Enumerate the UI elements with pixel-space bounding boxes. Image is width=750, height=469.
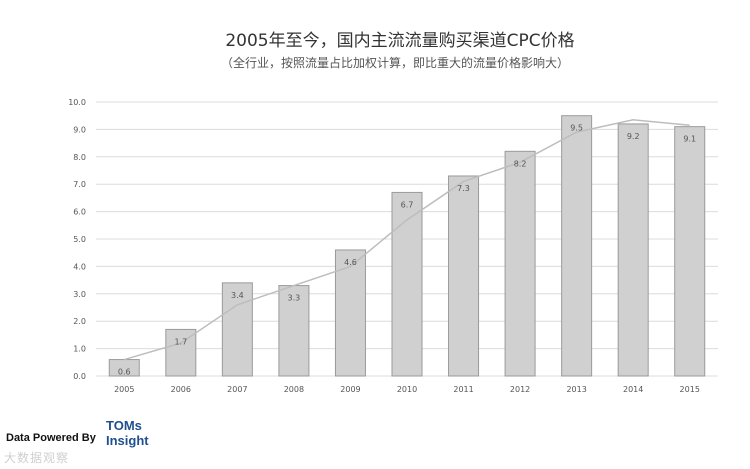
x-tick-label: 2014 [623,385,643,394]
x-tick-label: 2011 [453,385,473,394]
brand-line-2: Insight [106,433,149,448]
data-label: 1.7 [174,337,187,346]
data-powered-by-label: Data Powered By [6,432,96,444]
y-tick-label: 1.0 [73,345,86,354]
x-tick-label: 2013 [566,385,586,394]
x-tick-label: 2010 [397,385,417,394]
bar [674,126,706,377]
data-label: 7.3 [457,184,470,193]
x-tick-label: 2005 [114,385,134,394]
brand-line-1: TOMs [106,418,142,433]
data-label: 8.2 [514,159,527,168]
bar [504,150,536,377]
bar [391,191,423,377]
y-tick-label: 5.0 [73,235,86,244]
bar [617,123,649,377]
bar [334,249,366,377]
chart-title: 2005年至今，国内主流流量购买渠道CPC价格 [225,31,575,51]
data-label: 0.6 [118,368,131,377]
bar [448,175,480,377]
x-tick-label: 2008 [284,385,304,394]
x-tick-label: 2006 [171,385,191,394]
trend-line [124,119,690,361]
x-tick-label: 2009 [340,385,360,394]
y-tick-label: 4.0 [73,262,86,271]
y-tick-label: 9.0 [73,125,86,134]
y-tick-label: 3.0 [73,290,86,299]
toms-insight-logo: TOMs Insight [106,418,149,448]
data-label: 3.4 [231,291,244,300]
y-tick-label: 10.0 [68,98,86,107]
y-tick-label: 6.0 [73,208,86,217]
x-tick-label: 2012 [510,385,530,394]
data-label: 6.7 [401,200,414,209]
x-tick-label: 2015 [680,385,700,394]
chart-subtitle: （全行业，按照流量占比加权计算，即比重大的流量价格影响大） [220,56,569,70]
data-label: 3.3 [288,294,301,303]
y-tick-label: 2.0 [73,317,86,326]
x-tick-label: 2007 [227,385,247,394]
data-label: 4.6 [344,258,357,267]
data-label: 9.1 [683,135,696,144]
bar [561,115,593,377]
bar [278,285,310,377]
watermark: 大数据观察 [4,451,70,465]
bar [221,282,253,377]
data-label: 9.2 [627,132,640,141]
y-tick-label: 7.0 [73,180,86,189]
data-label: 9.5 [570,124,583,133]
y-tick-label: 8.0 [73,153,86,162]
y-tick-label: 0.0 [73,372,86,381]
